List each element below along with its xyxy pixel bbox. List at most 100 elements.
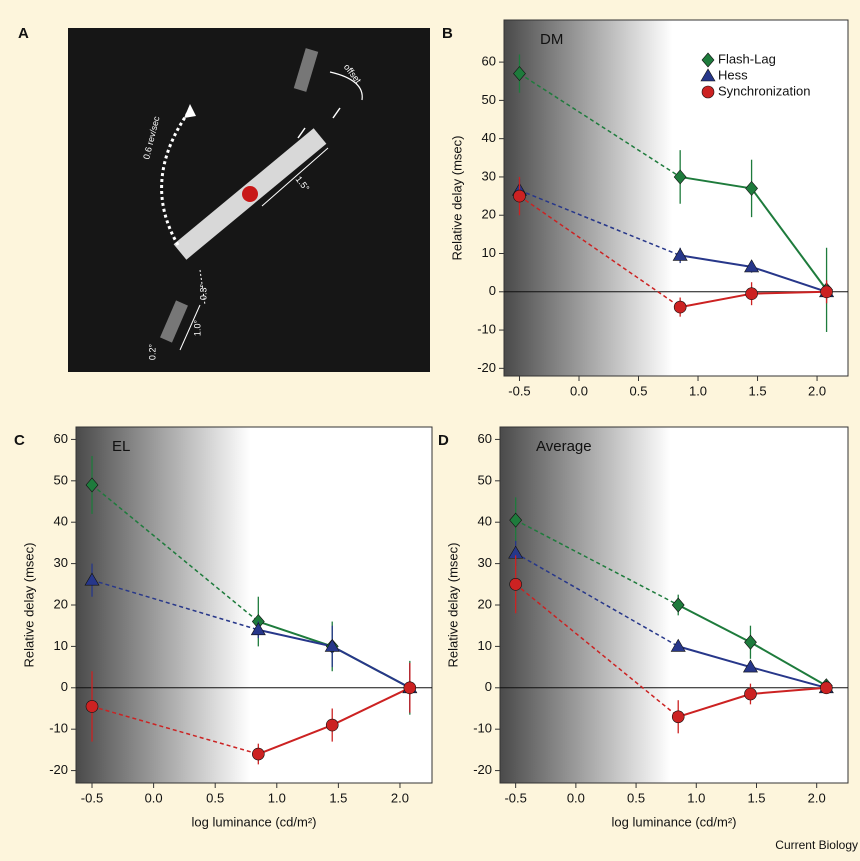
data-point xyxy=(672,247,688,261)
series-line xyxy=(519,189,681,257)
x-tick-label: 1.0 xyxy=(689,383,707,398)
guide-line xyxy=(297,127,306,139)
chart-title: DM xyxy=(540,31,563,48)
x-tick-label: 0.0 xyxy=(570,383,588,398)
data-point xyxy=(671,597,685,613)
data-point xyxy=(820,285,833,299)
series-line xyxy=(331,686,411,726)
y-tick-label: 10 xyxy=(482,245,496,260)
flash-length-label: 1.0° xyxy=(192,320,202,337)
x-tick-label: -0.5 xyxy=(508,383,530,398)
flash-bar xyxy=(160,300,188,343)
legend-marker xyxy=(701,52,715,68)
data-point xyxy=(745,180,758,196)
legend-label: Flash-Lag xyxy=(718,51,776,66)
y-tick-label: -20 xyxy=(477,360,496,375)
data-point xyxy=(744,634,757,650)
data-point xyxy=(85,477,99,493)
flash-width-label: 0.2° xyxy=(147,344,157,361)
x-tick-label: 1.0 xyxy=(687,790,705,805)
y-tick-label: 50 xyxy=(54,472,68,487)
legend-label: Hess xyxy=(718,67,748,82)
panel-label: C xyxy=(14,432,25,449)
series-line xyxy=(91,579,259,631)
series-line xyxy=(680,254,752,268)
y-tick-label: 50 xyxy=(478,472,492,487)
data-point xyxy=(325,718,339,732)
y-tick-label: 60 xyxy=(482,54,496,69)
panel-label: D xyxy=(438,432,449,449)
y-tick-label: 40 xyxy=(482,130,496,145)
data-point xyxy=(509,512,523,528)
series-line xyxy=(331,645,411,689)
series-line xyxy=(677,604,751,644)
series-line xyxy=(258,628,333,648)
y-tick-label: 60 xyxy=(54,431,68,446)
x-tick-label: -0.5 xyxy=(504,790,526,805)
x-tick-label: 0.5 xyxy=(206,790,224,805)
y-tick-label: 50 xyxy=(482,92,496,107)
data-point xyxy=(403,681,417,695)
dark-shade xyxy=(76,427,251,783)
x-tick-label: 0.5 xyxy=(629,383,647,398)
series-line xyxy=(751,290,827,295)
y-tick-label: 20 xyxy=(478,596,492,611)
series-line xyxy=(515,552,679,648)
data-point xyxy=(671,710,685,724)
x-tick-label: -0.5 xyxy=(81,790,103,805)
rotation-arrow xyxy=(184,104,196,118)
data-point xyxy=(252,747,265,761)
stimulus-diagram: 0.6 rev/sec offset 1.5° 0.3° 1.0° 0.2° xyxy=(68,28,430,372)
series-line xyxy=(750,666,827,689)
data-point xyxy=(745,287,758,300)
y-tick-label: -20 xyxy=(49,762,68,777)
data-point xyxy=(250,622,266,636)
series-line xyxy=(91,705,259,755)
y-tick-label: -10 xyxy=(49,721,68,736)
series-line xyxy=(257,724,333,755)
data-point xyxy=(673,169,687,185)
data-point xyxy=(820,681,833,695)
y-tick-label: 30 xyxy=(478,555,492,570)
series-line xyxy=(519,72,681,178)
chart-title: EL xyxy=(112,438,130,455)
dark-shade xyxy=(500,427,671,783)
y-axis-label: Relative delay (msec) xyxy=(445,543,460,668)
x-axis-label: log luminance (cd/m²) xyxy=(192,814,317,829)
panel-label: A xyxy=(18,25,29,42)
y-tick-label: -20 xyxy=(473,762,492,777)
series-line xyxy=(749,641,827,687)
y-tick-label: 0 xyxy=(489,283,496,298)
dimension-line xyxy=(199,269,206,306)
data-point xyxy=(513,189,526,203)
y-tick-label: 10 xyxy=(54,638,68,653)
series-line xyxy=(680,175,752,190)
legend-marker xyxy=(701,85,715,99)
series-line xyxy=(751,265,827,293)
y-tick-label: 30 xyxy=(54,555,68,570)
data-point xyxy=(673,300,687,314)
x-axis-label: log luminance (cd/m²) xyxy=(612,814,737,829)
series-line xyxy=(679,292,752,309)
data-point xyxy=(744,259,760,273)
x-tick-label: 1.0 xyxy=(268,790,286,805)
legend-label: Synchronization xyxy=(718,83,811,98)
y-tick-label: 0 xyxy=(61,679,68,694)
y-tick-label: 20 xyxy=(54,596,68,611)
x-tick-label: 0.5 xyxy=(627,790,645,805)
x-tick-label: 0.0 xyxy=(145,790,163,805)
flash-bar xyxy=(293,48,319,92)
data-point xyxy=(84,572,100,586)
data-point xyxy=(324,638,340,652)
y-tick-label: -10 xyxy=(477,322,496,337)
series-line xyxy=(677,693,751,718)
plot-frame xyxy=(503,19,849,377)
credit: Current Biology xyxy=(775,838,858,852)
offset-arc xyxy=(329,71,363,101)
y-tick-label: 30 xyxy=(482,168,496,183)
gap-label: 0.3° xyxy=(198,284,208,301)
y-tick-label: -10 xyxy=(473,721,492,736)
guide-line xyxy=(332,107,341,119)
